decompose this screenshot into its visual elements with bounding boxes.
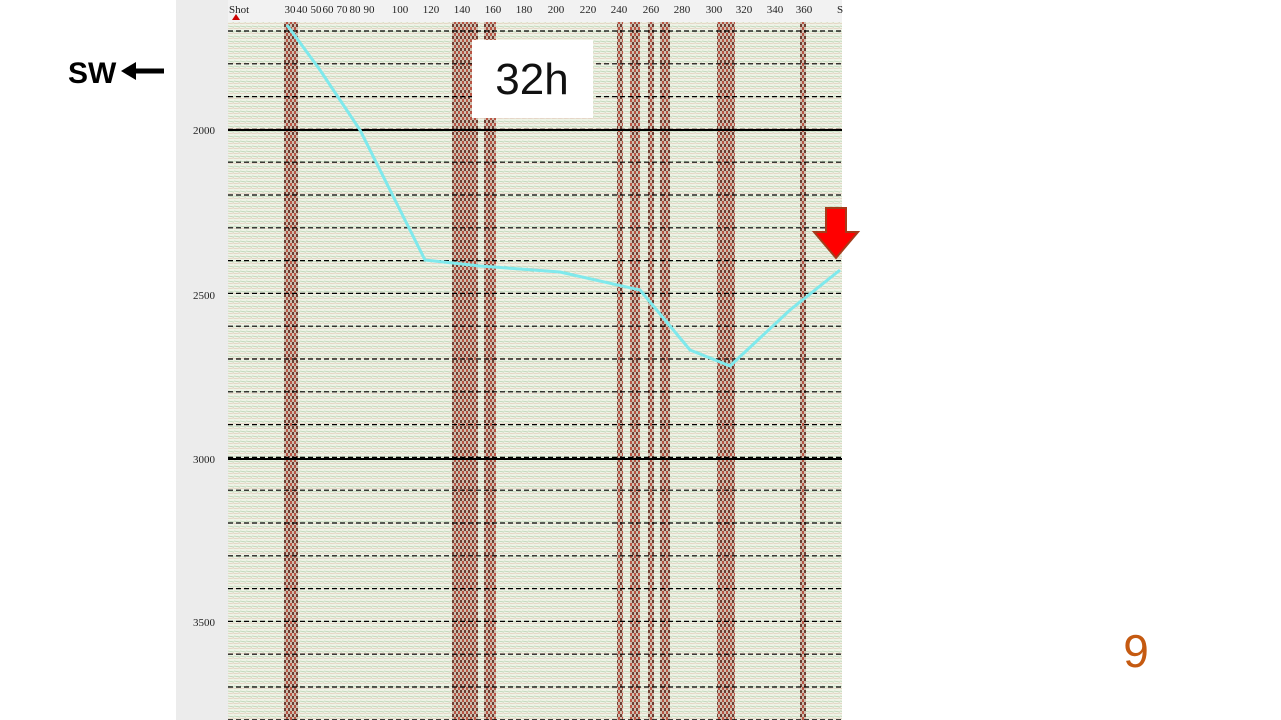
shot-label: 80 bbox=[350, 4, 362, 16]
depth-label: 2500 bbox=[193, 290, 216, 302]
shot-label: 40 bbox=[297, 4, 309, 16]
shot-label: 120 bbox=[423, 4, 440, 16]
shot-label: 280 bbox=[674, 4, 691, 16]
page-number: 9 bbox=[1123, 625, 1149, 677]
direction-label: SW bbox=[68, 57, 117, 90]
shot-label: 220 bbox=[580, 4, 597, 16]
trace-band bbox=[660, 22, 670, 720]
trace-band bbox=[484, 22, 496, 720]
depth-label: 2000 bbox=[193, 125, 216, 137]
trace-band bbox=[617, 22, 623, 720]
shot-label: 160 bbox=[485, 4, 502, 16]
shot-label: 30 bbox=[285, 4, 297, 16]
trace-band bbox=[648, 22, 654, 720]
trace-band bbox=[630, 22, 640, 720]
highlight-arrow bbox=[811, 207, 861, 260]
shot-label: 50 bbox=[311, 4, 323, 16]
seismic-image bbox=[228, 22, 842, 720]
trace-bands bbox=[284, 22, 806, 720]
time-box bbox=[472, 40, 593, 118]
shot-label: 200 bbox=[548, 4, 565, 16]
trace-band bbox=[800, 22, 806, 720]
shot-label: 140 bbox=[454, 4, 471, 16]
shot-label: 180 bbox=[516, 4, 533, 16]
shot-marker bbox=[232, 14, 240, 20]
axis-panel bbox=[176, 0, 228, 720]
shot-label: 240 bbox=[611, 4, 628, 16]
shot-label: 60 bbox=[323, 4, 335, 16]
shot-label: 70 bbox=[337, 4, 349, 16]
shot-label: 340 bbox=[767, 4, 784, 16]
shot-label: 100 bbox=[392, 4, 409, 16]
shot-label: S bbox=[837, 4, 843, 16]
depth-label: 3500 bbox=[193, 617, 216, 629]
depth-label: 3000 bbox=[193, 454, 216, 466]
shot-header bbox=[228, 0, 842, 22]
tick-labels: 30 40 50 60 70 80 90 100 120 140 160 180 200 220 240 26… bbox=[193, 4, 843, 629]
trace-band bbox=[452, 22, 478, 720]
time-label: 32h bbox=[495, 55, 568, 104]
shot-label: 300 bbox=[706, 4, 723, 16]
axis-title: Shot bbox=[229, 4, 249, 16]
trace-band bbox=[717, 22, 735, 720]
shot-label: 320 bbox=[736, 4, 753, 16]
shot-label: 360 bbox=[796, 4, 813, 16]
trace-band bbox=[284, 22, 298, 720]
horizon-pick bbox=[285, 24, 841, 368]
shot-label: 260 bbox=[643, 4, 660, 16]
direction-arrow bbox=[121, 62, 164, 80]
shot-label: 90 bbox=[364, 4, 376, 16]
